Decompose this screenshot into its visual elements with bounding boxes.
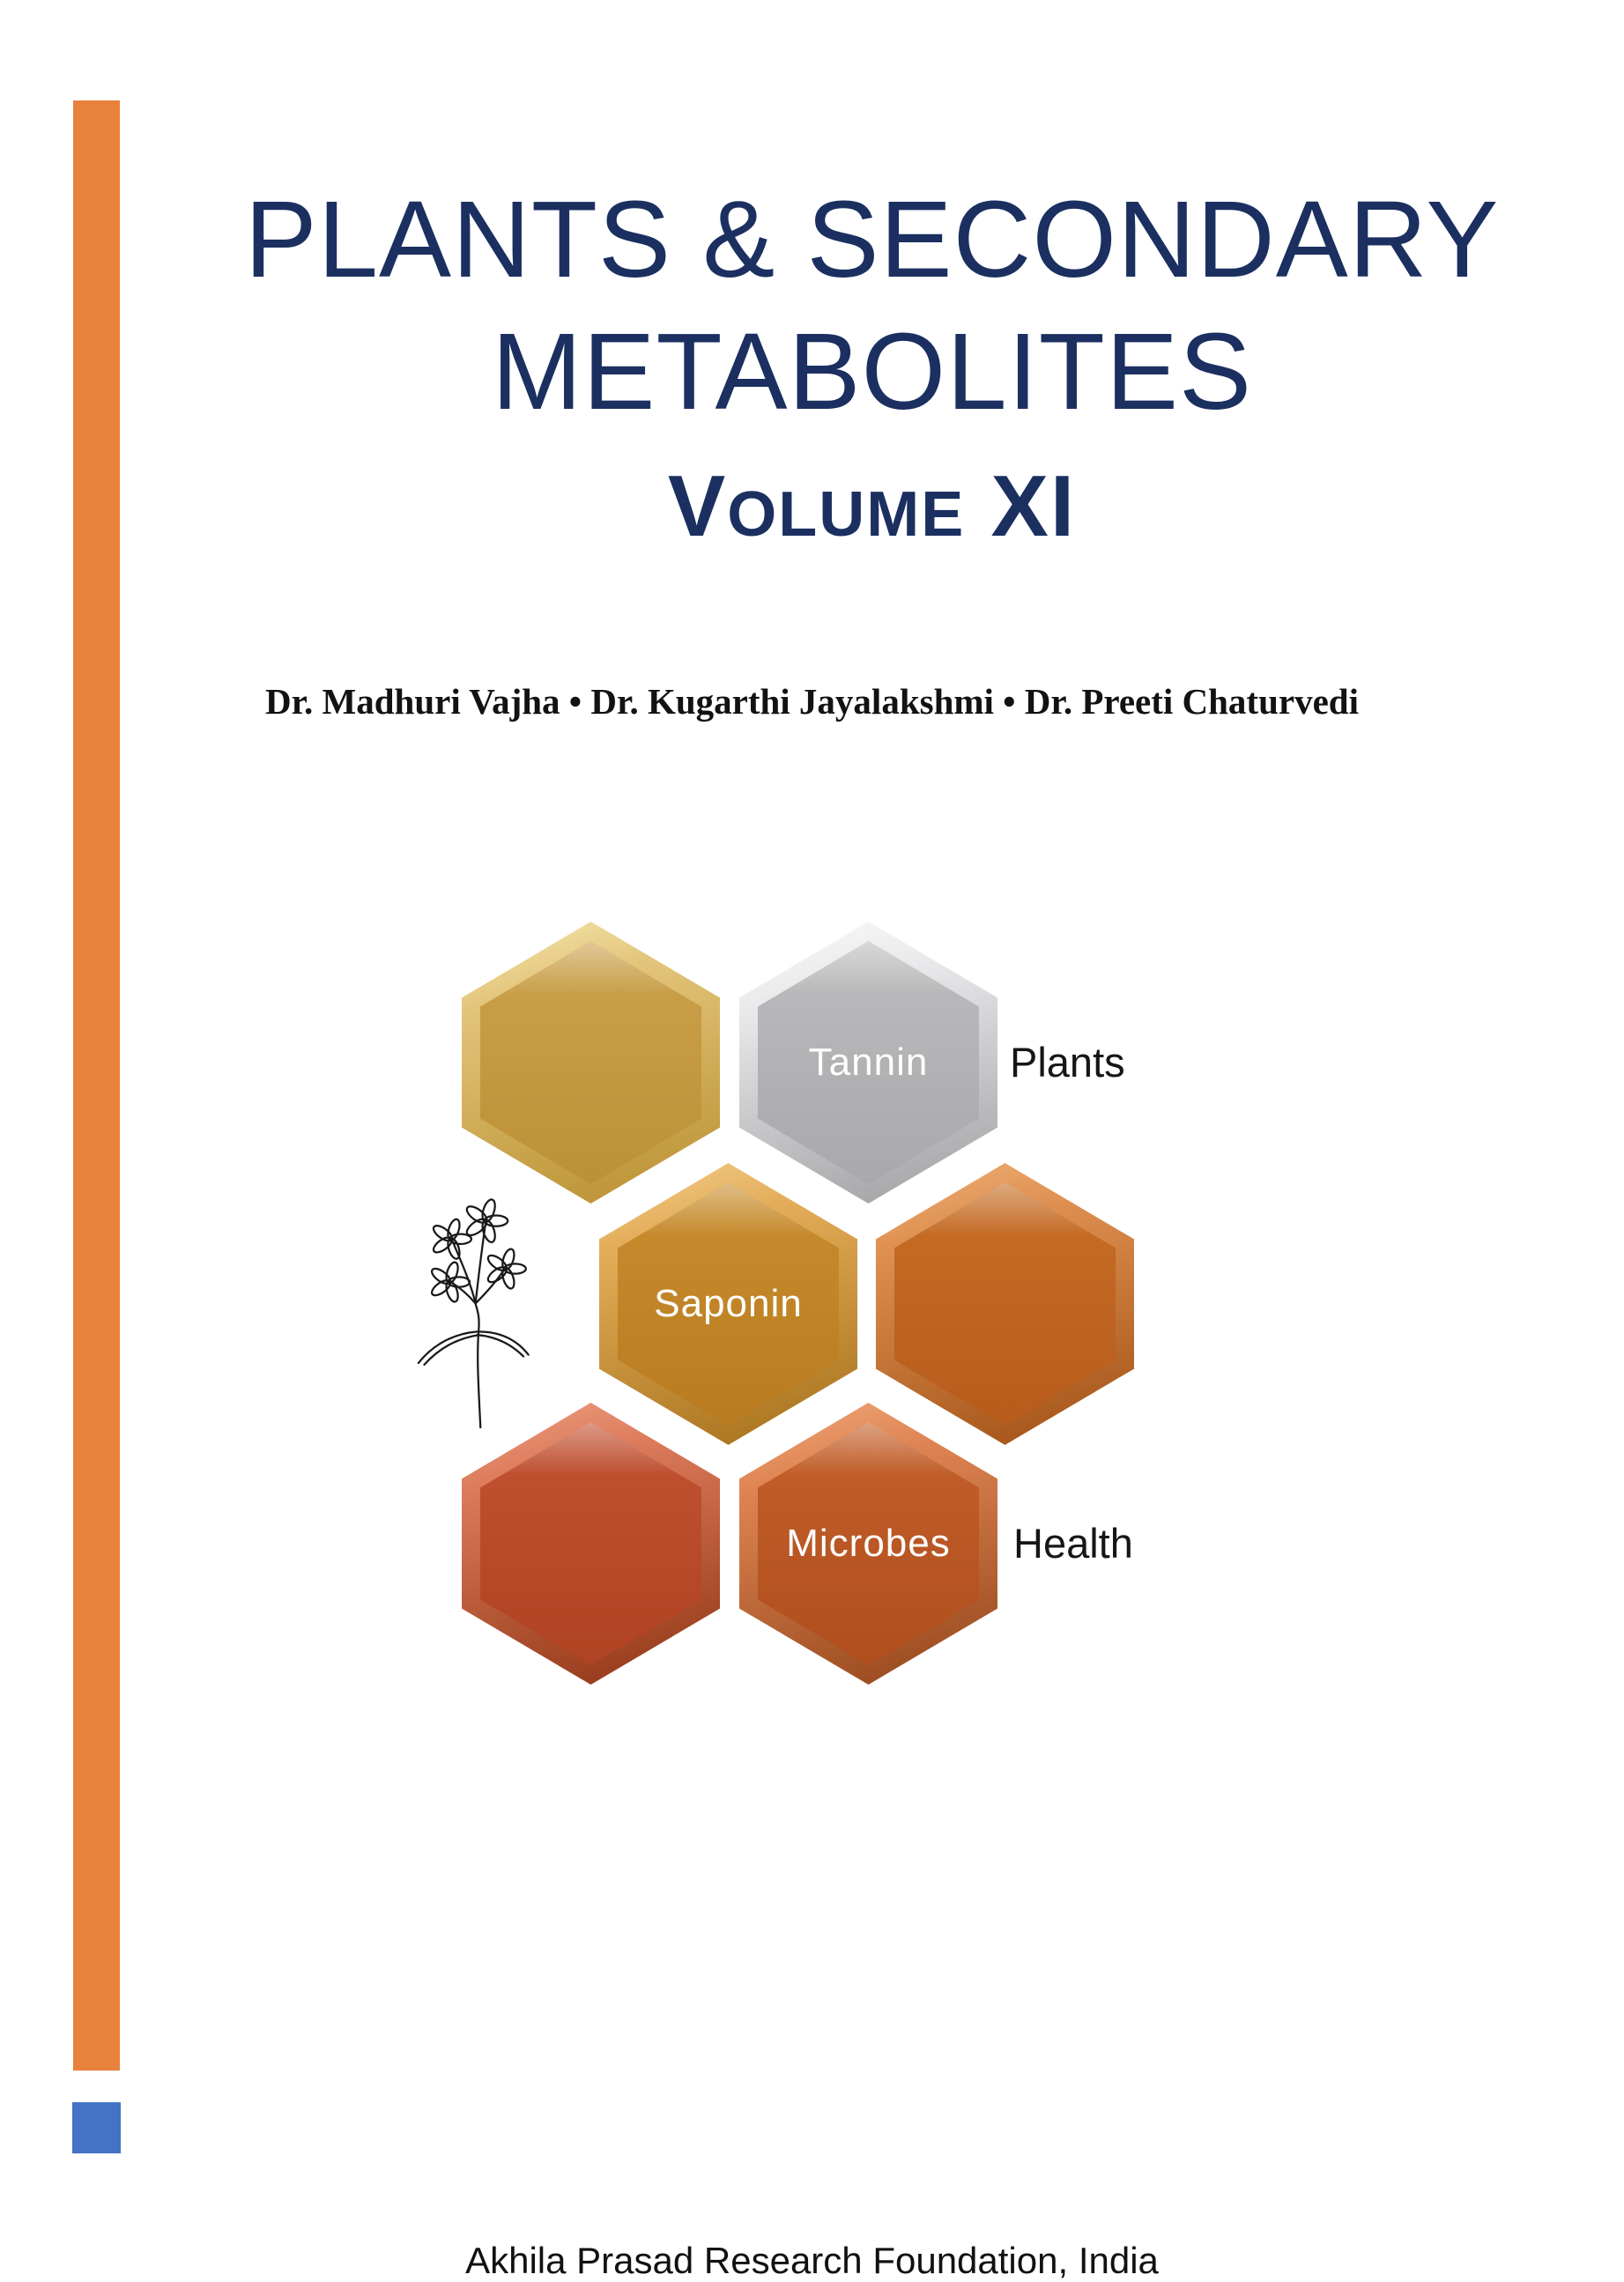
flower-sketch-icon (417, 1198, 530, 1429)
saponin-hexagon: Saponin (599, 1163, 857, 1445)
title-block: PLANTS & SECONDARY METABOLITES VOLUME XI (120, 174, 1624, 556)
gold-hexagon (462, 922, 720, 1204)
health-side-label: Health (1013, 1520, 1133, 1567)
authors-line: Dr. Madhuri Vajha • Dr. Kugarthi Jayalak… (265, 681, 1359, 722)
red-hexagon (462, 1403, 720, 1685)
volume-initial: V (667, 457, 728, 554)
microbes-hexagon: Microbes (739, 1403, 997, 1685)
bottom-blue-square (72, 2102, 121, 2153)
page-title-line-1: PLANTS & SECONDARY (244, 180, 1500, 300)
publisher-footer-text: Akhila Prasad Research Foundation, India (465, 2240, 1159, 2281)
page-title-line-2: METABOLITES (491, 312, 1253, 433)
plants-side-label: Plants (1010, 1039, 1125, 1085)
orange-hexagon-face (894, 1182, 1116, 1426)
saponin-hexagon-face: Saponin (618, 1182, 839, 1426)
microbes-hexagon-face: Microbes (758, 1422, 979, 1665)
volume-rest: OLUME (727, 479, 966, 550)
volume-label: VOLUME XI (120, 456, 1624, 556)
red-hexagon-face (480, 1422, 701, 1665)
microbes-label: Microbes (786, 1522, 951, 1565)
tannin-hexagon: Tannin (739, 922, 997, 1204)
tannin-hexagon-face: Tannin (758, 941, 979, 1184)
left-accent-bar (73, 100, 120, 2071)
gold-hexagon-face (480, 941, 701, 1184)
tannin-label: Tannin (808, 1041, 929, 1084)
saponin-label: Saponin (654, 1282, 803, 1325)
volume-number: XI (990, 457, 1077, 554)
orange-hexagon (876, 1163, 1134, 1445)
